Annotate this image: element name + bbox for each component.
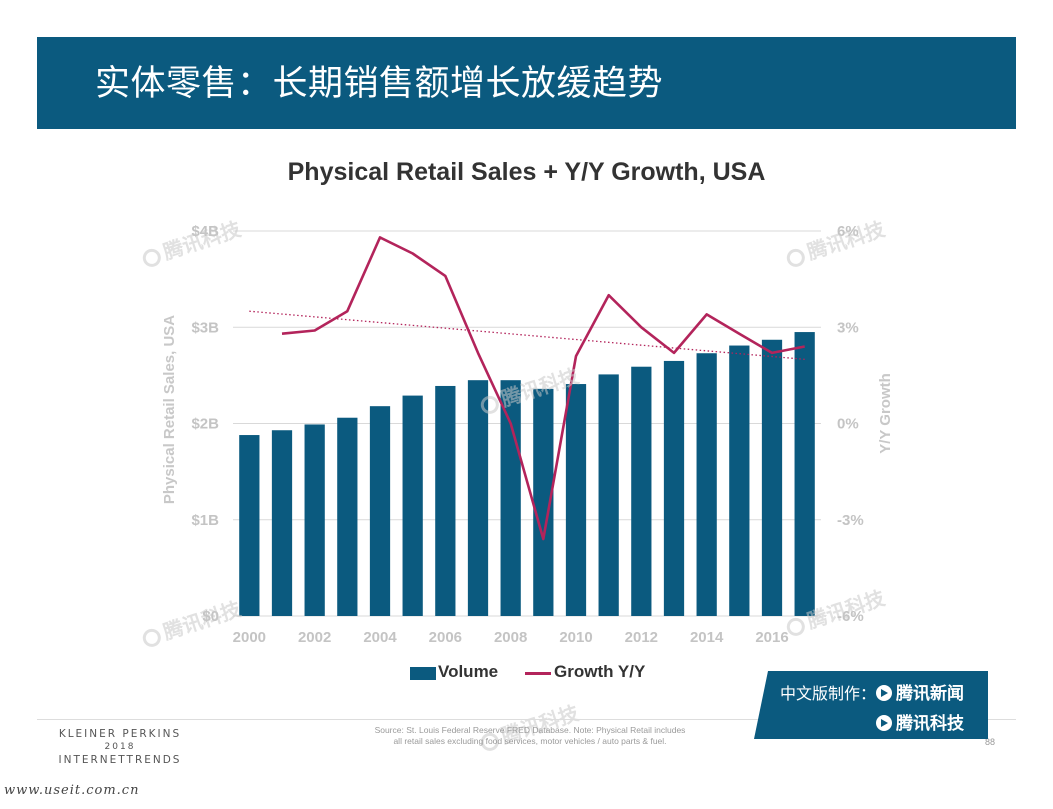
- volume-bar: [501, 380, 521, 616]
- x-tick-label: 2000: [233, 629, 266, 646]
- volume-bar: [697, 353, 717, 616]
- y-right-tick-label: 3%: [837, 319, 859, 336]
- brand-subtitle: INTERNETTRENDS: [50, 754, 190, 767]
- legend-label-volume: Volume: [438, 662, 498, 682]
- volume-bar: [631, 367, 651, 616]
- volume-bar: [403, 396, 423, 616]
- x-tick-label: 2004: [363, 629, 397, 646]
- legend-swatch-volume: [410, 667, 436, 680]
- source-note: Source: St. Louis Federal Reserve FRED D…: [345, 725, 715, 747]
- y-left-tick-label: $2B: [191, 416, 219, 433]
- x-tick-label: 2010: [559, 629, 592, 646]
- badge-row-1: 中文版制作： 腾讯新闻: [780, 679, 964, 704]
- badge-line-1: 腾讯新闻: [896, 684, 964, 704]
- source-line-2: all retail sales excluding food services…: [345, 736, 715, 747]
- x-tick-label: 2016: [755, 629, 788, 646]
- volume-bar: [762, 340, 782, 616]
- badge-row-2: 腾讯科技: [876, 709, 964, 734]
- badge-line-2: 腾讯科技: [896, 714, 964, 734]
- volume-bar: [566, 384, 586, 616]
- x-tick-label: 2008: [494, 629, 527, 646]
- volume-bar: [435, 386, 455, 616]
- tencent-tech-icon: [876, 715, 892, 731]
- volume-bar: [729, 346, 749, 616]
- y-left-axis-title: Physical Retail Sales, USA: [161, 315, 178, 504]
- volume-bar: [664, 361, 684, 616]
- volume-bar: [370, 406, 390, 616]
- volume-bar: [305, 424, 325, 616]
- brand-year: 2018: [50, 741, 190, 754]
- x-tick-label: 2014: [690, 629, 724, 646]
- volume-bar: [599, 374, 619, 616]
- x-tick-label: 2006: [429, 629, 462, 646]
- brand-logo: KLEINER PERKINS 2018 INTERNETTRENDS: [50, 728, 190, 767]
- y-left-tick-label: $3B: [191, 319, 219, 336]
- brand-name: KLEINER PERKINS: [50, 728, 190, 741]
- volume-bar: [239, 435, 259, 616]
- y-left-tick-label: $1B: [191, 512, 219, 529]
- x-tick-label: 2012: [625, 629, 658, 646]
- y-right-tick-label: 0%: [837, 416, 859, 433]
- legend-swatch-growth: [525, 672, 551, 675]
- tencent-news-icon: [876, 685, 892, 701]
- volume-bar: [337, 418, 357, 616]
- y-right-tick-label: -3%: [837, 512, 864, 529]
- legend-label-growth: Growth Y/Y: [554, 662, 645, 682]
- production-badge: 中文版制作： 腾讯新闻 腾讯科技: [754, 671, 988, 739]
- volume-bar: [795, 332, 815, 616]
- y-right-axis-title: Y/Y Growth: [877, 373, 894, 454]
- source-line-1: Source: St. Louis Federal Reserve FRED D…: [345, 725, 715, 736]
- volume-bar: [272, 430, 292, 616]
- site-url-watermark: www.useit.com.cn: [4, 783, 139, 798]
- x-tick-label: 2002: [298, 629, 331, 646]
- badge-prefix: 中文版制作：: [780, 684, 876, 703]
